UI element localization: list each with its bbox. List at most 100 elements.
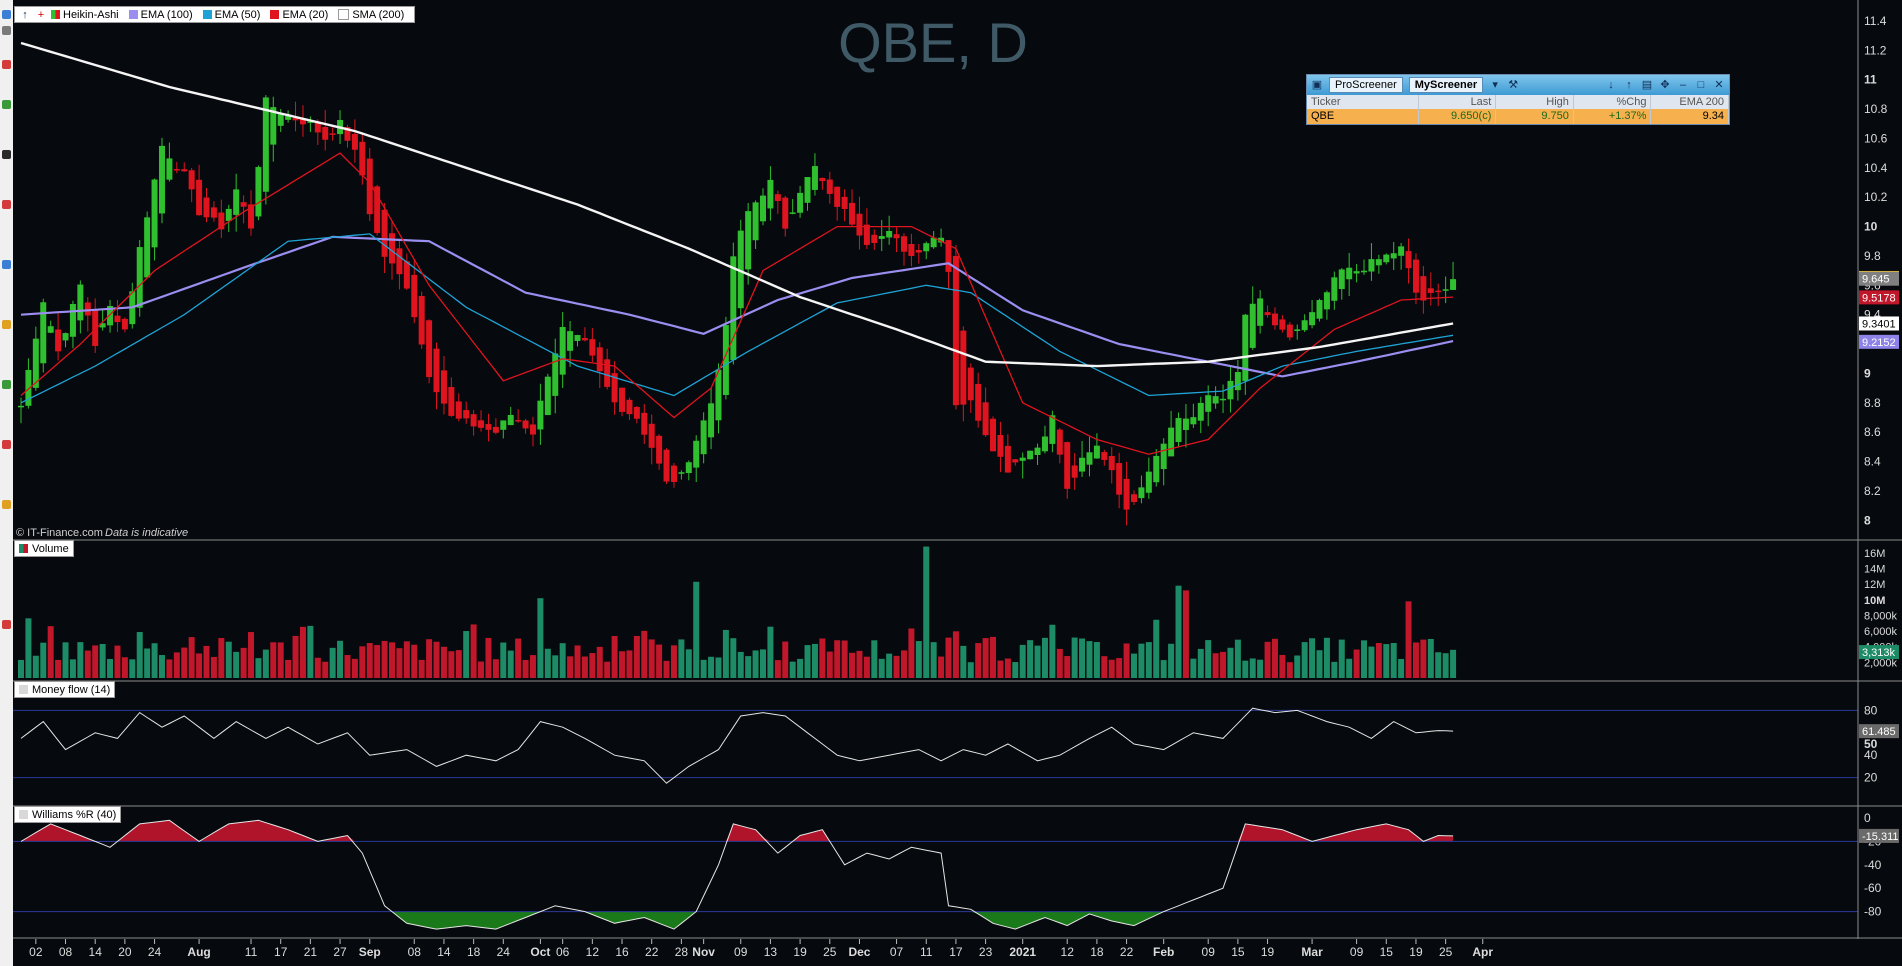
trendline-icon[interactable] — [2, 60, 11, 69]
minimize-icon[interactable]: – — [1679, 79, 1687, 91]
volume-bar — [1019, 644, 1026, 678]
volume-bar — [1331, 661, 1338, 678]
price-marker-label: 9.645 — [1862, 274, 1890, 286]
maximize-icon[interactable]: □ — [1697, 79, 1705, 91]
x-tick-label: 20 — [118, 945, 132, 959]
volume-bar — [478, 661, 485, 678]
volume-bar — [426, 639, 433, 678]
candle-body — [196, 179, 203, 216]
legend-sma200[interactable]: SMA (200) — [338, 9, 404, 21]
candle-body — [529, 424, 536, 435]
candle-body — [77, 284, 84, 321]
col-ticker[interactable]: Ticker — [1307, 95, 1419, 109]
expand-icon[interactable]: ↑ — [22, 8, 28, 21]
volume-bar — [1205, 640, 1212, 678]
volume-bar — [1079, 638, 1086, 678]
arrow-icon[interactable] — [2, 200, 11, 209]
sort-up-icon[interactable]: ↑ — [1626, 79, 1632, 91]
volume-bar — [433, 641, 440, 678]
delete-icon[interactable] — [2, 620, 11, 629]
proscreener-window[interactable]: ▣ ProScreener MyScreener ▾ ⚒ ↓ ↑ ▤ ✥ – □… — [1306, 74, 1730, 125]
volume-bar — [114, 645, 121, 678]
volume-bar — [1086, 641, 1093, 678]
col-last[interactable]: Last — [1419, 95, 1497, 109]
volume-bar — [1383, 644, 1390, 678]
legend-ema100[interactable]: EMA (100) — [128, 9, 193, 21]
candle-body — [633, 406, 640, 419]
screener-row[interactable]: QBE 9.650(c) 9.750 +1.37% 9.34 — [1307, 109, 1729, 124]
candle-body — [500, 420, 507, 430]
tab-myscreener[interactable]: MyScreener — [1408, 77, 1484, 93]
layout-icon[interactable]: ▤ — [1641, 79, 1653, 91]
candle-body — [982, 402, 989, 436]
legend-ema50[interactable]: EMA (50) — [202, 8, 261, 21]
volume-bar — [396, 648, 403, 678]
candle-body — [1145, 471, 1152, 493]
candle-body — [767, 179, 774, 209]
legend-label: EMA (50) — [214, 8, 261, 21]
volume-bar — [641, 630, 648, 678]
pencil-icon[interactable] — [2, 150, 11, 159]
candle-body — [158, 145, 165, 214]
shape-icon[interactable] — [2, 380, 11, 389]
candle-body — [181, 169, 188, 172]
volume-bar — [292, 635, 299, 678]
candle-body — [1234, 372, 1241, 391]
zoom-icon[interactable] — [2, 26, 11, 35]
volume-bar — [774, 660, 781, 678]
volume-bar — [841, 640, 848, 678]
sort-down-icon[interactable]: ↓ — [1608, 79, 1614, 91]
add-indicator-icon[interactable]: + — [37, 8, 45, 21]
col-ema200[interactable]: EMA 200 — [1651, 95, 1729, 109]
money-flow-legend[interactable]: Money flow (14) — [14, 681, 116, 698]
x-tick-label: 12 — [1061, 945, 1075, 959]
x-tick-label: 16 — [615, 945, 629, 959]
wrench-icon[interactable]: ⚒ — [1508, 79, 1519, 91]
screener-titlebar[interactable]: ▣ ProScreener MyScreener ▾ ⚒ ↓ ↑ ▤ ✥ – □… — [1307, 75, 1729, 95]
volume-bar — [418, 659, 425, 678]
volume-bar — [18, 659, 24, 678]
text-icon[interactable] — [2, 320, 11, 329]
alert-icon[interactable] — [2, 500, 11, 509]
candle-body — [990, 418, 997, 452]
eraser-icon[interactable] — [2, 440, 11, 449]
x-tick-label: 18 — [467, 945, 481, 959]
candle-body — [789, 212, 796, 214]
close-icon[interactable]: ✕ — [1714, 79, 1724, 91]
candle-body — [1220, 398, 1227, 401]
legend-heikin-ashi[interactable]: Heikin-Ashi — [51, 9, 119, 21]
candle-body — [1116, 463, 1123, 495]
drawing-toolbar[interactable] — [0, 0, 14, 966]
candle-body — [1412, 259, 1419, 293]
col-chg[interactable]: %Chg — [1574, 95, 1652, 109]
price-tick: 8.8 — [1864, 396, 1881, 410]
main-legend[interactable]: ↑ + Heikin-Ashi EMA (100) EMA (50) EMA (… — [14, 6, 416, 23]
tab-proscreener[interactable]: ProScreener — [1329, 77, 1403, 93]
mf-tick: 40 — [1864, 748, 1878, 762]
volume-bar — [923, 546, 930, 678]
fibonacci-icon[interactable] — [2, 100, 11, 109]
cursor-icon[interactable] — [2, 10, 11, 19]
dropdown-icon[interactable]: ▾ — [1492, 79, 1498, 91]
candle-body — [448, 386, 455, 416]
candle-body — [1197, 402, 1204, 421]
williams-legend[interactable]: Williams %R (40) — [14, 806, 122, 823]
candle-body — [99, 323, 106, 328]
settings-icon[interactable]: ✥ — [1660, 79, 1670, 91]
x-tick-label: 25 — [823, 945, 837, 959]
volume-bar — [782, 641, 789, 678]
legend-label: SMA (200) — [352, 8, 405, 21]
channel-icon[interactable] — [2, 260, 11, 269]
volume-bar — [1012, 662, 1019, 678]
legend-ema20[interactable]: EMA (20) — [270, 9, 328, 21]
col-high[interactable]: High — [1496, 95, 1574, 109]
volume-bar — [173, 652, 180, 678]
x-tick-label: 2021 — [1009, 945, 1036, 959]
candle-body — [351, 133, 358, 150]
candle-body — [1086, 452, 1093, 465]
price-chart[interactable]: 11.411.21110.810.610.410.2109.89.69.49.2… — [13, 0, 1902, 966]
volume-bar — [938, 656, 945, 678]
volume-legend[interactable]: Volume — [14, 540, 74, 557]
volume-bar — [270, 642, 277, 678]
volume-bar — [1323, 637, 1330, 678]
